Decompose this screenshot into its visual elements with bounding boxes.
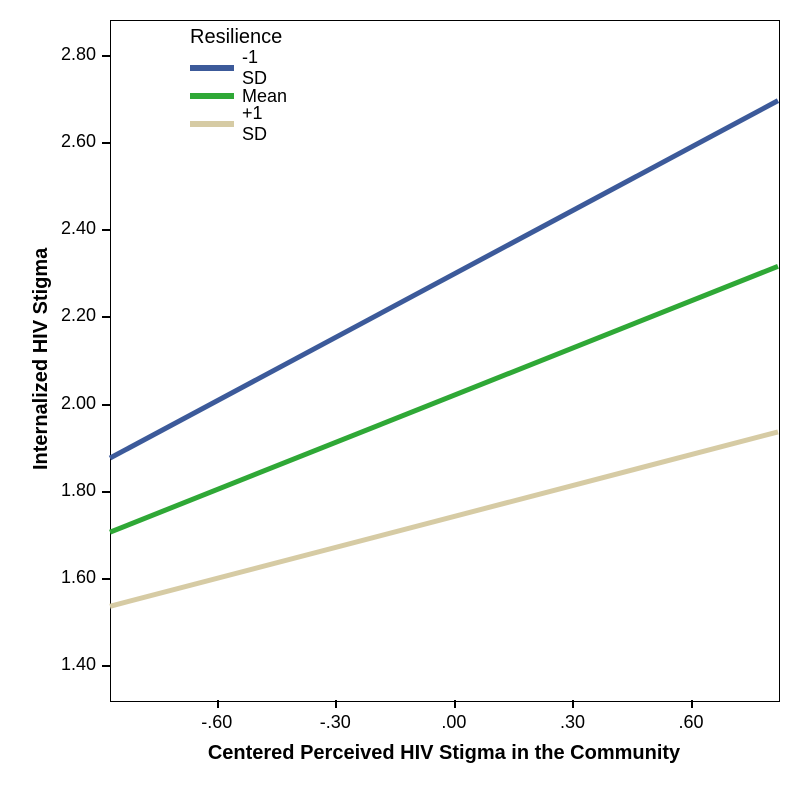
series-line — [110, 266, 778, 532]
legend-swatch — [190, 65, 234, 71]
y-tick-label: 2.60 — [61, 131, 96, 152]
legend-swatch — [190, 121, 234, 127]
series-line — [110, 101, 778, 458]
x-tick-label: .60 — [671, 712, 711, 733]
y-tick — [102, 55, 110, 57]
legend-item: Mean — [190, 84, 287, 108]
x-tick — [217, 700, 219, 708]
y-tick-label: 2.40 — [61, 218, 96, 239]
chart-lines-svg — [0, 0, 800, 797]
x-tick — [691, 700, 693, 708]
y-tick — [102, 665, 110, 667]
y-tick-label: 1.40 — [61, 654, 96, 675]
y-tick-label: 2.80 — [61, 44, 96, 65]
legend-item: +1 SD — [190, 112, 267, 136]
x-tick-label: -.30 — [315, 712, 355, 733]
legend-label: +1 SD — [242, 103, 267, 145]
legend-item: -1 SD — [190, 56, 267, 80]
y-tick — [102, 142, 110, 144]
y-tick-label: 2.00 — [61, 393, 96, 414]
chart-container: 1.40 1.60 1.80 2.00 2.20 2.40 2.60 2.80 -.60 -.30… — [0, 0, 800, 797]
legend-label: -1 SD — [242, 47, 267, 89]
y-tick — [102, 491, 110, 493]
y-tick — [102, 578, 110, 580]
y-tick — [102, 316, 110, 318]
y-tick-label: 1.80 — [61, 480, 96, 501]
x-tick — [335, 700, 337, 708]
y-tick-label: 1.60 — [61, 567, 96, 588]
legend-swatch — [190, 93, 234, 99]
legend-title: Resilience — [190, 26, 282, 49]
x-tick-label: .00 — [434, 712, 474, 733]
y-tick — [102, 229, 110, 231]
x-tick-label: .30 — [552, 712, 592, 733]
y-axis-title: Internalized HIV Stigma — [30, 248, 53, 470]
x-axis-title: Centered Perceived HIV Stigma in the Com… — [184, 742, 704, 765]
y-tick — [102, 404, 110, 406]
x-tick-label: -.60 — [197, 712, 237, 733]
x-tick — [454, 700, 456, 708]
x-tick — [572, 700, 574, 708]
y-tick-label: 2.20 — [61, 305, 96, 326]
series-line — [110, 432, 778, 606]
